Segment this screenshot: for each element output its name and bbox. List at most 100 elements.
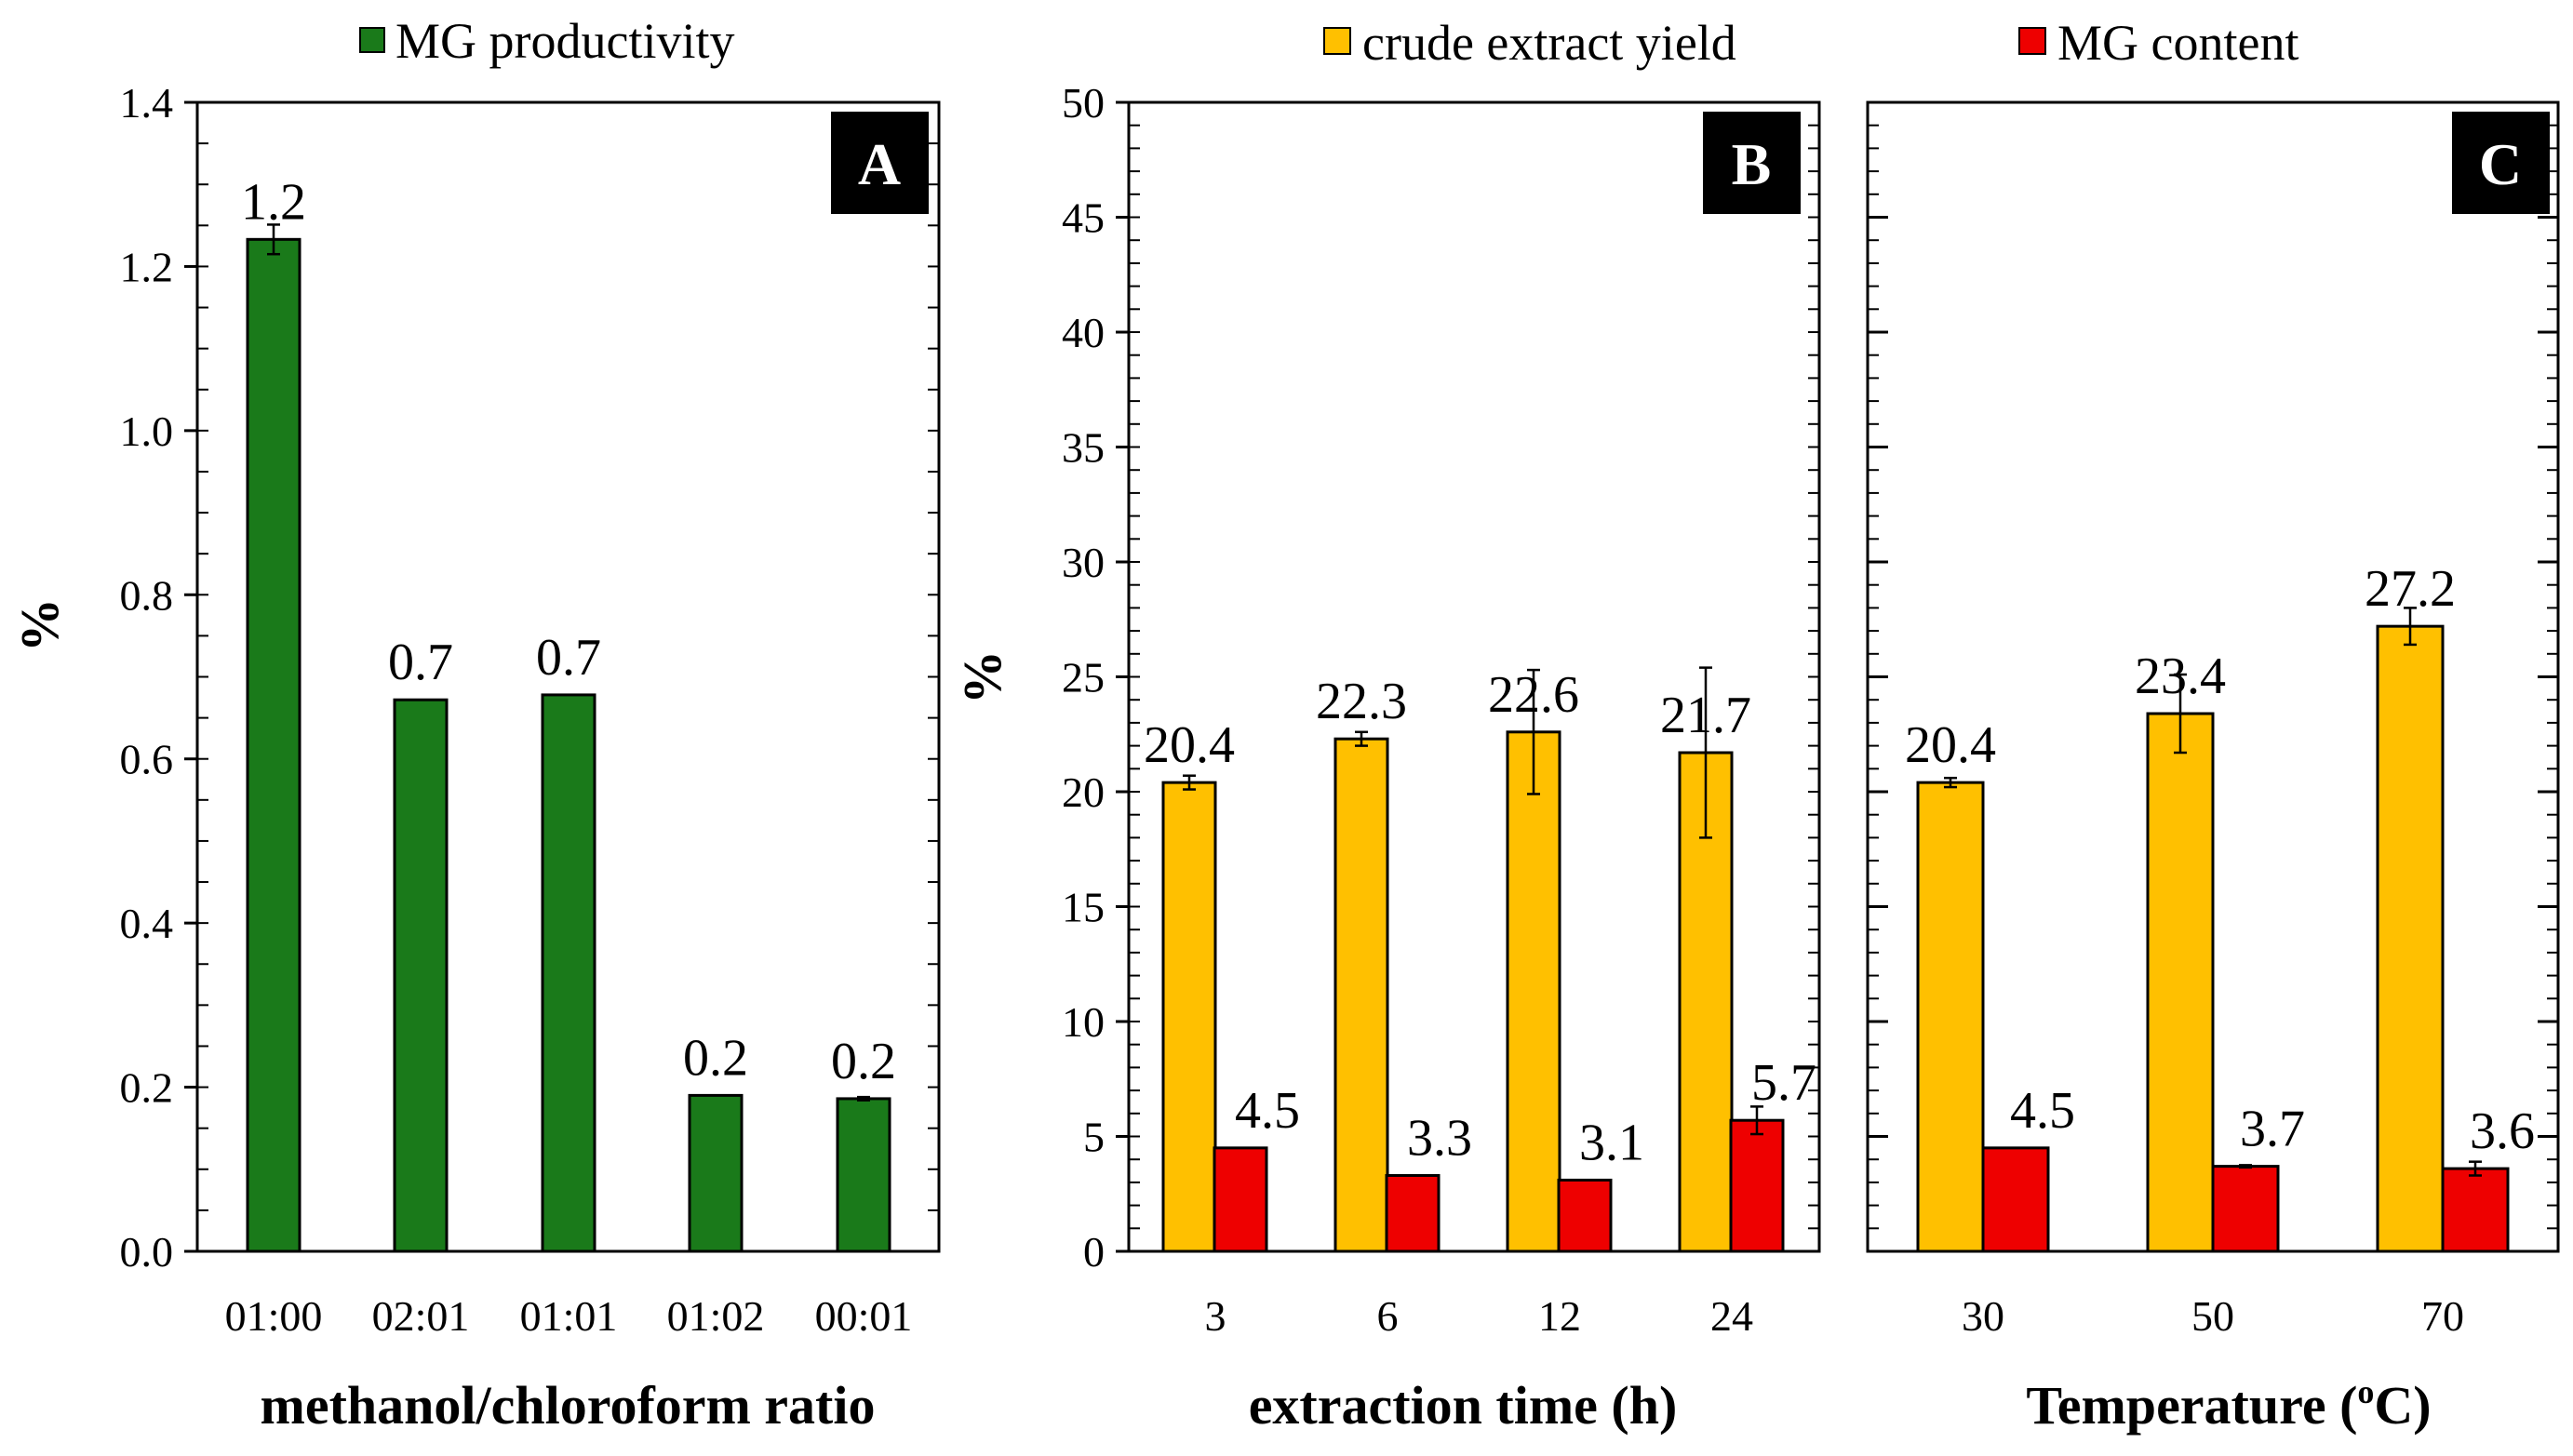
x-tick-label: 6 — [1377, 1292, 1399, 1340]
x-axis-title-c-superscript: o — [2357, 1373, 2374, 1410]
x-tick-label: 01:00 — [225, 1292, 323, 1340]
data-label: 4.5 — [1235, 1082, 1300, 1140]
panel-c: 20.4 23.4 27.2 4.5 3.7 3.6 C 30 50 70 Temperatu… — [1866, 100, 2560, 1436]
bar-mg-content — [1213, 1146, 1268, 1253]
panel-letter-b: B — [1732, 131, 1772, 197]
data-label: 3.7 — [2240, 1101, 2305, 1158]
bar-mg-productivity — [393, 698, 449, 1253]
data-label: 5.7 — [1751, 1054, 1816, 1112]
bar-crude-extract-yield — [1333, 737, 1389, 1253]
bar-mg-content — [1385, 1173, 1441, 1253]
y-ticks-a: 0.0 0.2 0.4 0.6 0.8 1.0 1.2 1.4 — [120, 79, 939, 1276]
x-axis-title-c-tail: C) — [2374, 1375, 2431, 1436]
bar-crude-extract-yield — [2376, 624, 2445, 1253]
panel-badge-a: A — [831, 112, 929, 214]
data-label: 0.7 — [388, 634, 453, 691]
data-label: 20.4 — [1905, 716, 1996, 774]
y-tick-label: 0.6 — [120, 736, 174, 783]
y-tick-label: 10 — [1062, 998, 1105, 1046]
x-axis-title-c: Temperature (oC) — [2026, 1373, 2431, 1436]
y-tick-label: 0.2 — [120, 1064, 174, 1112]
x-tick-label: 70 — [2421, 1292, 2464, 1340]
y-tick-label: 5 — [1083, 1114, 1105, 1161]
y-tick-label: 20 — [1062, 768, 1105, 816]
y-tick-label: 25 — [1062, 654, 1105, 701]
legend-a: MG productivity — [359, 13, 734, 69]
bar-mg-content — [1729, 1118, 1785, 1253]
panel-letter-c: C — [2479, 131, 2522, 197]
bars-a: 1.2 0.7 0.7 0.2 0.2 — [241, 173, 896, 1253]
x-tick-label: 01:01 — [520, 1292, 618, 1340]
y-tick-label: 0.8 — [120, 571, 174, 619]
plot-frame-b — [1127, 100, 1821, 1253]
bar-crude-extract-yield — [1506, 730, 1561, 1253]
panel-b: % 0 5 10 15 20 25 30 35 40 45 50 20.4 22.3 22.6 21.7 4… — [952, 79, 1821, 1436]
legend-label-crude-extract-yield: crude extract yield — [1362, 15, 1736, 71]
legend-label-mg-content: MG content — [2057, 15, 2298, 71]
bar-mg-productivity — [836, 1097, 891, 1253]
bar-mg-content — [2211, 1165, 2280, 1253]
x-tick-label: 50 — [2191, 1292, 2234, 1340]
y-tick-label: 0.0 — [120, 1228, 174, 1276]
y-tick-label: 1.0 — [120, 407, 174, 455]
legend-swatch-mg-productivity — [359, 27, 385, 53]
data-label: 20.4 — [1144, 716, 1235, 774]
y-axis-title-b: % — [952, 650, 1012, 704]
x-tick-labels-a: 01:00 02:01 01:01 01:02 00:01 — [225, 1292, 913, 1340]
legend-label-mg-productivity: MG productivity — [395, 13, 734, 69]
panel-a: MG productivity % 0.00.20.40.60.81.01.21… — [9, 13, 941, 1436]
data-label: 3.3 — [1407, 1109, 1472, 1167]
bar-mg-content — [2441, 1167, 2510, 1253]
y-tick-label: 1.4 — [120, 79, 174, 127]
data-label: 3.1 — [1579, 1114, 1644, 1171]
data-label: 0.2 — [831, 1033, 896, 1090]
x-tick-label: 30 — [1962, 1292, 2004, 1340]
y-tick-label: 0 — [1083, 1228, 1105, 1276]
bar-mg-content — [1557, 1178, 1613, 1253]
data-label: 22.6 — [1488, 666, 1579, 724]
legend-swatch-crude-extract-yield — [1323, 27, 1351, 55]
bar-crude-extract-yield — [1916, 781, 1985, 1253]
x-axis-title-b: extraction time (h) — [1249, 1375, 1678, 1436]
plot-frame-c — [1866, 100, 2560, 1253]
y-tick-label: 50 — [1062, 79, 1105, 127]
data-label: 21.7 — [1660, 687, 1751, 744]
panel-badge-c: C — [2452, 112, 2550, 214]
data-label: 23.4 — [2135, 648, 2226, 705]
y-tick-label: 15 — [1062, 884, 1105, 931]
bar-mg-content — [1981, 1146, 2050, 1253]
x-tick-labels-c: 30 50 70 — [1962, 1292, 2464, 1340]
x-tick-label: 00:01 — [815, 1292, 913, 1340]
data-label: 22.3 — [1316, 673, 1407, 730]
y-tick-label: 35 — [1062, 424, 1105, 472]
bar-crude-extract-yield — [1161, 781, 1217, 1253]
data-label: 3.6 — [2470, 1102, 2535, 1160]
plot-frame-a — [195, 100, 941, 1253]
x-tick-label: 01:02 — [667, 1292, 765, 1340]
data-label: 1.2 — [241, 173, 306, 231]
bars-b: 20.4 22.3 22.6 21.7 4.5 3.3 3.1 5.7 — [1144, 666, 1816, 1253]
bar-mg-productivity — [541, 693, 596, 1253]
bar-crude-extract-yield — [2146, 712, 2215, 1253]
data-label: 0.2 — [683, 1029, 748, 1087]
bar-mg-productivity — [688, 1093, 744, 1253]
y-tick-label: 1.2 — [120, 243, 174, 290]
data-label: 0.7 — [536, 629, 601, 687]
bar-mg-productivity — [246, 237, 302, 1253]
x-tick-label: 3 — [1205, 1292, 1226, 1340]
legend-bc: crude extract yield MG content — [1323, 15, 2298, 71]
x-tick-label: 02:01 — [372, 1292, 470, 1340]
y-axis-title-a: % — [9, 598, 70, 652]
y-tick-label: 45 — [1062, 194, 1105, 242]
bars-c: 20.4 23.4 27.2 4.5 3.7 3.6 — [1905, 560, 2535, 1253]
panel-letter-a: A — [858, 131, 901, 197]
x-tick-label: 12 — [1538, 1292, 1581, 1340]
x-axis-title-a: methanol/chloroform ratio — [261, 1375, 876, 1436]
x-tick-label: 24 — [1710, 1292, 1753, 1340]
panel-badge-b: B — [1703, 112, 1801, 214]
x-axis-title-c-main: Temperature ( — [2026, 1375, 2357, 1436]
x-tick-labels-b: 3 6 12 24 — [1205, 1292, 1754, 1340]
data-label: 27.2 — [2365, 560, 2456, 618]
y-tick-label: 0.4 — [120, 900, 174, 947]
